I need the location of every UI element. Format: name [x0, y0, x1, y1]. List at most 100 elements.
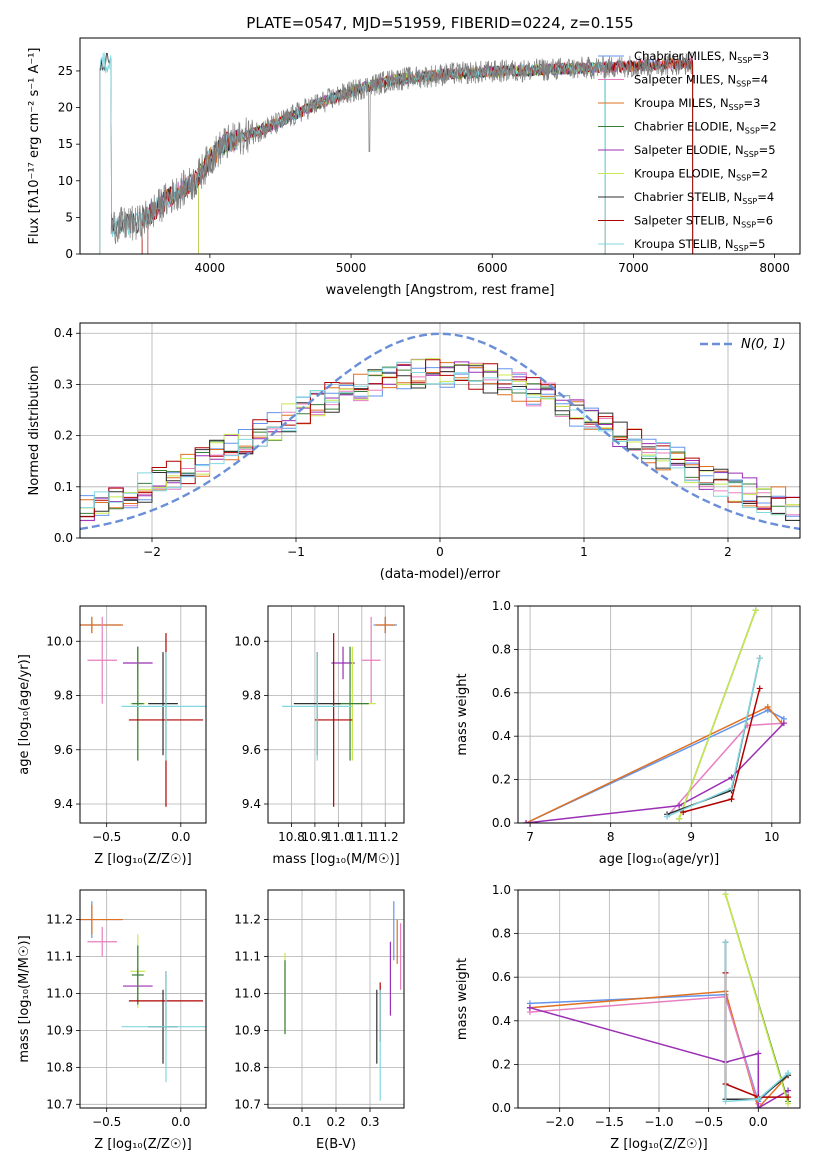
- age_vs_Z-point-sm: [87, 616, 118, 704]
- legend-label-km: Kroupa MILES, NSSP=3: [634, 96, 760, 112]
- mass_vs_Z-ytick-label-3: 11.0: [46, 986, 73, 1000]
- age_vs_Z-xtick-label-1: 0.0: [171, 830, 190, 844]
- massweight_vs_Z-ytick-label-5: 1.0: [492, 883, 511, 897]
- spectrum-xtick-label-3: 7000: [618, 261, 649, 275]
- age_vs_Z-ytick-label-1: 9.6: [54, 743, 73, 757]
- massweight_vs_age-xtick-label-1: 8: [607, 830, 615, 844]
- massweight_vs_age-marker-ss-2: [756, 685, 763, 692]
- spectrum-legend: Chabrier MILES, NSSP=3 Salpeter MILES, NS…: [598, 49, 777, 253]
- age_vs_mass-ytick-label-3: 10.0: [234, 634, 261, 648]
- massweight_vs_age-axes-frame: [517, 605, 801, 824]
- massweight_vs_Z-xlabel: Z [log₁₀(Z/Z☉)]: [610, 1137, 707, 1152]
- massweight_vs_Z-plot-area: [526, 891, 792, 1108]
- spectrum-ytick-label-4: 20: [58, 101, 73, 115]
- spectrum-xtick-label-0: 4000: [195, 261, 226, 275]
- massweight_vs_age-xtick-label-0: 7: [526, 830, 534, 844]
- residual_hist-ytick-label-2: 0.2: [54, 429, 73, 443]
- age_vs_Z-point-km: [80, 616, 123, 634]
- spectrum-model-km: [147, 56, 694, 254]
- legend-label-se: Salpeter ELODIE, NSSP=5: [634, 143, 776, 159]
- massweight_vs_age-ytick-label-3: 0.6: [492, 686, 511, 700]
- legend-label-ss: Salpeter STELIB, NSSP=6: [634, 214, 773, 230]
- residual_hist-plot-area: [80, 332, 800, 531]
- mass_vs_Z-point-ce: [131, 945, 144, 1005]
- spectrum-ytick-label-3: 15: [58, 137, 73, 151]
- massweight_vs_age-ytick-label-0: 0.0: [492, 816, 511, 830]
- age_vs_mass-ytick-label-2: 9.8: [242, 689, 261, 703]
- massweight_vs_age-marker-ks-0: [664, 813, 671, 820]
- spectrum-xtick-label-1: 5000: [336, 261, 367, 275]
- spectrum-xtick-label-2: 6000: [477, 261, 508, 275]
- spectrum-model-ke: [198, 61, 606, 254]
- massweight_vs_Z-marker-se-0: [526, 1004, 533, 1011]
- massweight_vs_age-ytick-label-5: 1.0: [492, 599, 511, 613]
- spectrum-model-cm: [147, 58, 694, 254]
- spectrum-xtick-label-4: 8000: [759, 261, 790, 275]
- mass_vs_Z-point-ks: [121, 971, 206, 1083]
- mass_vs_Z-ytick-label-0: 10.7: [46, 1097, 73, 1111]
- age_vs_Z-axes-frame: [79, 605, 207, 824]
- spectrum-model-sm: [147, 56, 694, 254]
- spectrum-plot-area: [99, 52, 694, 254]
- massweight_vs_age-marker-se-3: [780, 720, 787, 727]
- age_vs_Z-panel: −0.5 0.0 9.4 9.6 9.8 10.0 Z [log₁₀(Z/Z☉)] age […: [17, 605, 207, 867]
- massweight_vs_Z-series-sm: [529, 996, 760, 1104]
- legend-label-ke: Kroupa ELODIE, NSSP=2: [634, 167, 768, 183]
- massweight_vs_Z-series-ks: [724, 942, 789, 1103]
- age_vs_mass-axes-frame: [267, 605, 405, 824]
- age_vs_Z-point-cs: [148, 652, 178, 756]
- mass_vs_EBV-xtick-label-1: 0.2: [326, 1115, 345, 1129]
- massweight_vs_Z-marker-ks-2: [755, 1096, 762, 1103]
- massweight_vs_age-series-ks: [666, 657, 761, 818]
- massweight_vs_Z-marker-ke-1: [785, 1100, 792, 1107]
- mass_vs_Z-xtick-label-1: 0.0: [171, 1115, 190, 1129]
- age_vs_Z-ylabel: age [log₁₀(age/yr)]: [17, 654, 32, 775]
- mass_vs_Z-xlabel: Z [log₁₀(Z/Z☉)]: [94, 1137, 191, 1152]
- hist-cm: [80, 367, 800, 517]
- massweight_vs_Z-marker-ss-3: [785, 1094, 792, 1101]
- mass_vs_EBV-ytick-label-1: 10.8: [234, 1060, 261, 1074]
- age_vs_mass-point-ss: [314, 633, 353, 807]
- residual_hist-ytick-label-0: 0.0: [54, 531, 73, 545]
- residual_hist-xlabel: (data-model)/error: [380, 567, 501, 582]
- age_vs_Z-point-ks: [121, 652, 206, 761]
- hist-legend-label: N(0, 1): [741, 337, 786, 352]
- massweight_vs_Z-series-ke: [724, 894, 789, 1104]
- massweight_vs_age-marker-ks-2: [756, 655, 763, 662]
- mass_vs_EBV-xtick-label-2: 0.3: [360, 1115, 379, 1129]
- legend-label-sm: Salpeter MILES, NSSP=4: [634, 73, 768, 89]
- age_vs_mass-plot-area: [282, 616, 397, 807]
- age_vs_mass-point-sm: [361, 616, 381, 704]
- spectrum-model-ss: [141, 57, 694, 254]
- spectrum-ytick-label-0: 0: [65, 247, 73, 261]
- massweight_vs_Z-xtick-label-3: −0.5: [694, 1115, 723, 1129]
- massweight_vs_age-marker-ke-1: [752, 607, 759, 614]
- spectrum-ytick-label-5: 25: [58, 64, 73, 78]
- massweight_vs_Z-xtick-label-1: −1.5: [595, 1115, 624, 1129]
- mass_vs_EBV-ytick-label-3: 11.0: [234, 986, 261, 1000]
- legend-label-ce: Chabrier ELODIE, NSSP=2: [634, 120, 777, 136]
- age_vs_Z-plot-area: [80, 616, 206, 807]
- massweight_vs_Z-marker-ks-0: [722, 939, 729, 946]
- residual_hist-axes-frame: [79, 322, 801, 539]
- massweight_vs_age-panel: 7 8 9 10 0.0 0.2 0.4 0.6 0.8 1.0 age [log₁₀(age/yr…: [455, 599, 801, 867]
- figure-title: PLATE=0547, MJD=51959, FIBERID=0224, z=0…: [246, 14, 633, 32]
- spectrum-model-ce: [198, 61, 606, 254]
- spectrum-ytick-label-2: 10: [58, 174, 73, 188]
- age_vs_mass-panel: 10.810.911.011.111.2 9.4 9.6 9.8 10.0 mass [l…: [234, 605, 405, 867]
- massweight_vs_age-marker-ke-0: [676, 815, 683, 822]
- age_vs_mass-point-se: [331, 646, 355, 680]
- massweight_vs_age-marker-se-1: [676, 802, 683, 809]
- residual_hist-xtick-label-0: −2: [143, 545, 161, 559]
- spectrum-panel: 4000 5000 6000 7000 8000 0 5 10 15 20 25 wavelength…: [27, 37, 801, 298]
- spectrum-ytick-label-1: 5: [65, 210, 73, 224]
- massweight_vs_Z-marker-se-2: [755, 1050, 762, 1057]
- massweight_vs_Z-ytick-label-0: 0.0: [492, 1101, 511, 1115]
- massweight_vs_Z-marker-ks-1: [722, 1098, 729, 1105]
- mass_vs_EBV-axes-frame: [267, 889, 405, 1109]
- mass_vs_EBV-plot-area: [284, 901, 402, 1101]
- massweight_vs_age-xtick-label-2: 9: [687, 830, 695, 844]
- massweight_vs_Z-ylabel: mass weight: [455, 958, 470, 1040]
- residual_hist-xtick-label-1: −1: [287, 545, 305, 559]
- mass_vs_Z-ylabel: mass [log₁₀(M/M☉)]: [17, 935, 32, 1062]
